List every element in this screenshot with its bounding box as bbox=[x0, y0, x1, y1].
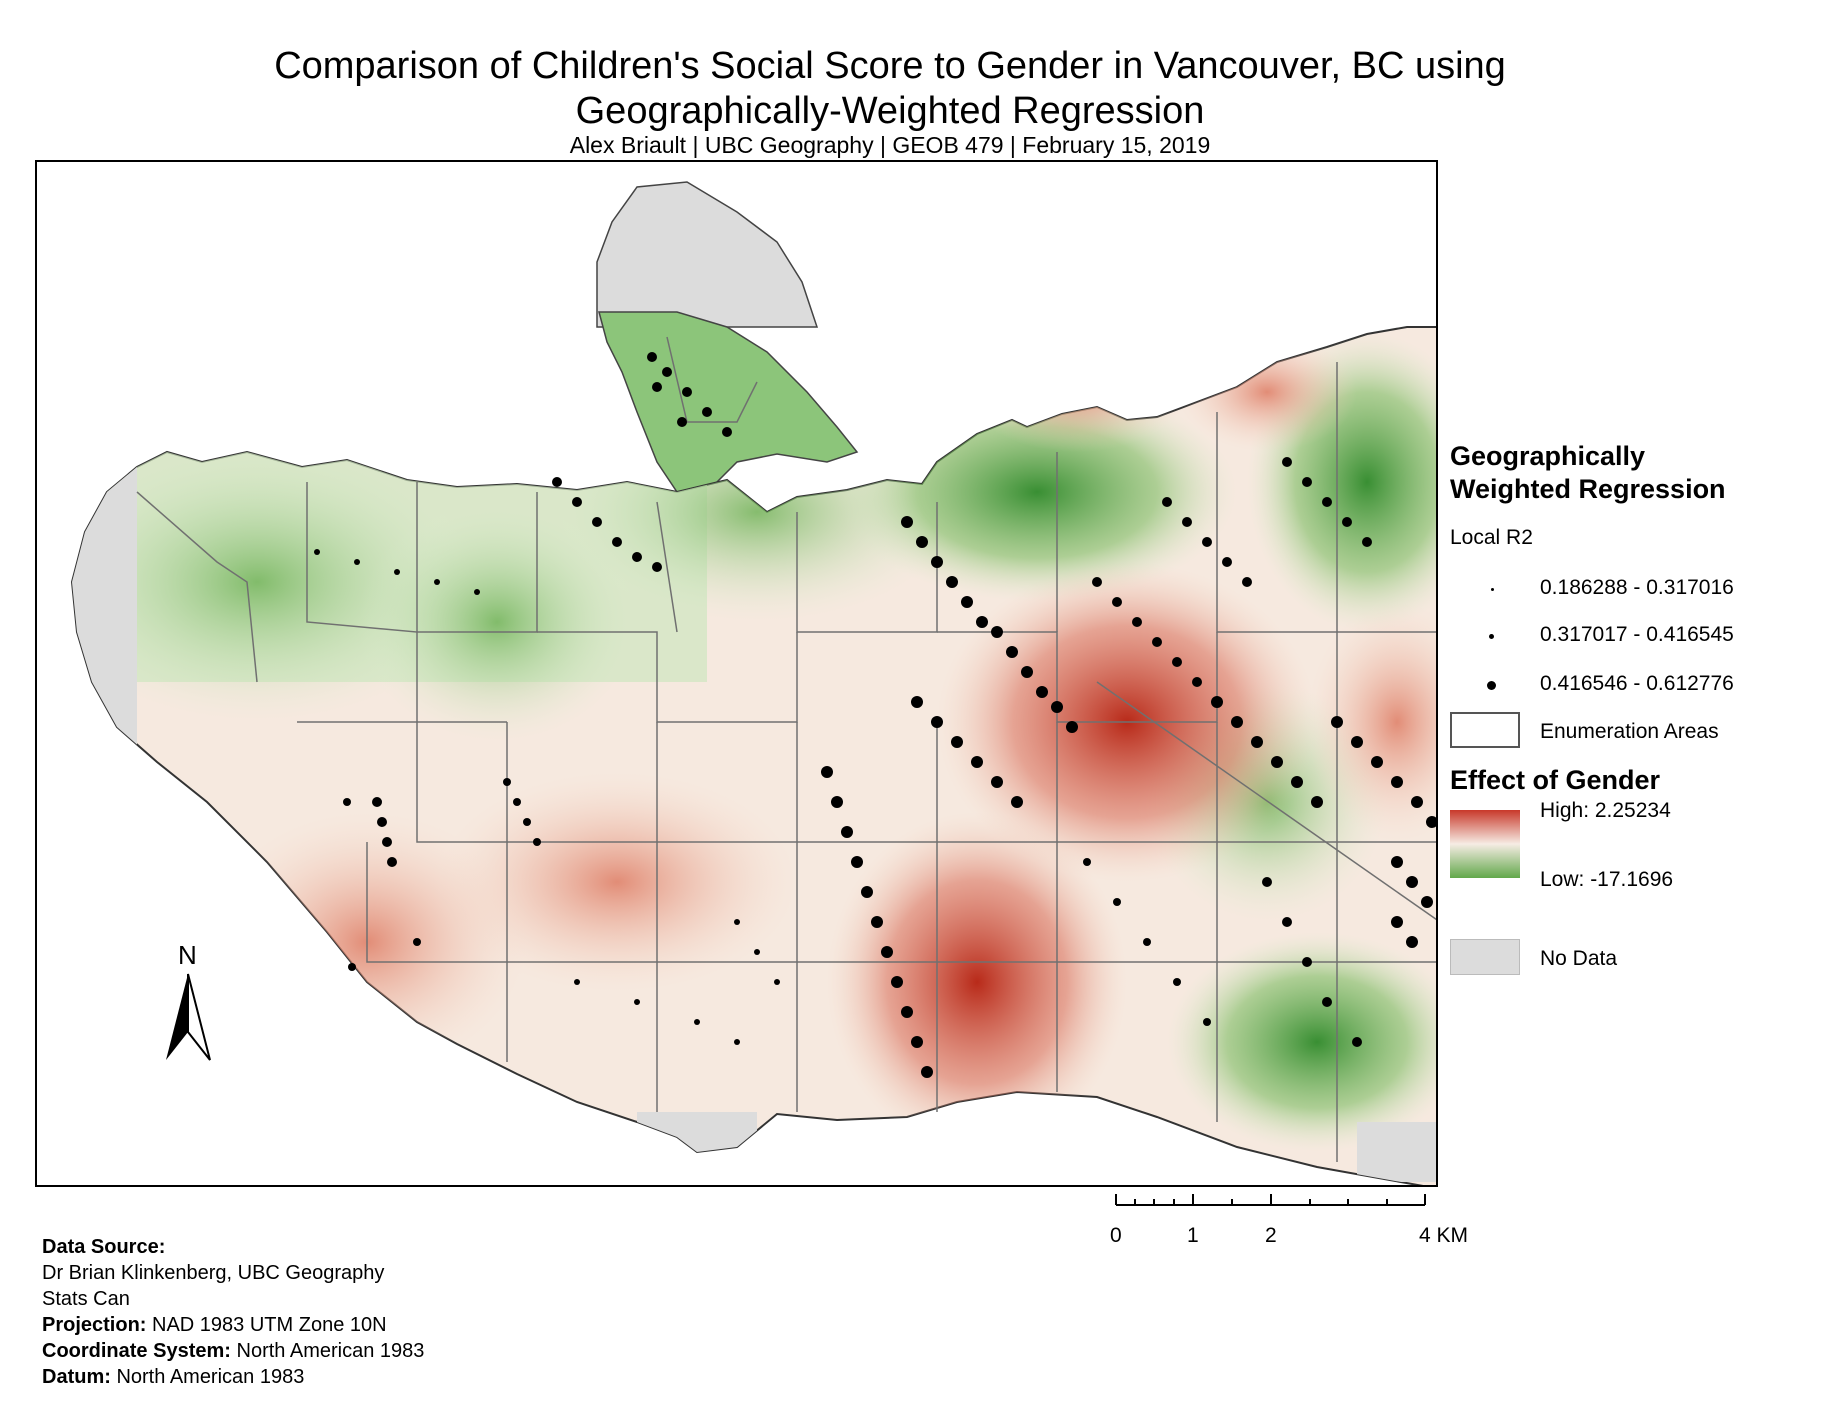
legend-r2-class-1-label: 0.186288 - 0.317016 bbox=[1540, 576, 1734, 599]
legend-r2-class-1-symbol bbox=[1491, 588, 1494, 591]
datum-label: Datum: bbox=[42, 1366, 111, 1388]
coordinate-system-label: Coordinate System: bbox=[42, 1340, 231, 1362]
scale-label-4km: 4 KM bbox=[1419, 1224, 1469, 1247]
legend-r2-class-3-label: 0.416546 - 0.612776 bbox=[1540, 672, 1734, 695]
legend-r2-class-3-symbol bbox=[1487, 681, 1496, 690]
map-title-line-1: Comparison of Children's Social Score to… bbox=[274, 45, 1506, 87]
legend-enumeration-label: Enumeration Areas bbox=[1540, 720, 1719, 743]
north-arrow-icon bbox=[166, 973, 211, 1061]
datum-value: North American 1983 bbox=[116, 1366, 305, 1388]
scale-label-1: 1 bbox=[1187, 1224, 1199, 1247]
map-frame bbox=[35, 160, 1438, 1187]
local-r2-points bbox=[314, 352, 1436, 1078]
map-subtitle: Alex Briault | UBC Geography | GEOB 479 … bbox=[569, 132, 1211, 158]
stanley-park-area bbox=[598, 311, 859, 493]
legend-gender-ramp bbox=[1450, 810, 1520, 878]
map-title-line-2: Geographically-Weighted Regression bbox=[575, 90, 1205, 132]
scale-bar: 0 1 2 4 KM bbox=[1100, 1190, 1500, 1260]
legend-high-label: High: 2.25234 bbox=[1540, 799, 1671, 822]
legend-r2-class-2-symbol bbox=[1489, 634, 1494, 639]
map-footer: Data Source: Dr Brian Klinkenberg, UBC G… bbox=[42, 1234, 424, 1390]
map-canvas bbox=[70, 181, 1436, 1185]
legend-low-label: Low: -17.1696 bbox=[1540, 868, 1674, 891]
legend-gwr-heading-1: Geographically bbox=[1450, 441, 1646, 471]
scale-label-2: 2 bbox=[1265, 1224, 1277, 1247]
scale-label-0: 0 bbox=[1110, 1224, 1122, 1247]
coordinate-system-value: North American 1983 bbox=[236, 1340, 425, 1362]
data-source-label: Data Source: bbox=[42, 1236, 166, 1258]
projection-label: Projection: bbox=[42, 1314, 147, 1336]
no-data-area bbox=[596, 181, 819, 328]
source-line-2: Stats Can bbox=[42, 1288, 130, 1310]
legend-nodata-symbol bbox=[1450, 939, 1520, 975]
scale-bar-ticks bbox=[1115, 1194, 1426, 1206]
legend-gwr-heading-2: Weighted Regression bbox=[1450, 474, 1726, 504]
source-line-1: Dr Brian Klinkenberg, UBC Geography bbox=[42, 1262, 385, 1284]
legend-nodata-label: No Data bbox=[1540, 947, 1618, 970]
legend-r2-class-2-label: 0.317017 - 0.416545 bbox=[1540, 623, 1734, 646]
legend-enumeration-symbol bbox=[1450, 712, 1520, 748]
legend-local-r2-label: Local R2 bbox=[1450, 526, 1533, 549]
enumeration-area-boundaries bbox=[136, 336, 1436, 1162]
projection-value: NAD 1983 UTM Zone 10N bbox=[152, 1314, 387, 1336]
north-arrow: N bbox=[160, 940, 230, 1061]
legend-gender-heading: Effect of Gender bbox=[1450, 765, 1661, 795]
north-arrow-label: N bbox=[178, 940, 197, 970]
